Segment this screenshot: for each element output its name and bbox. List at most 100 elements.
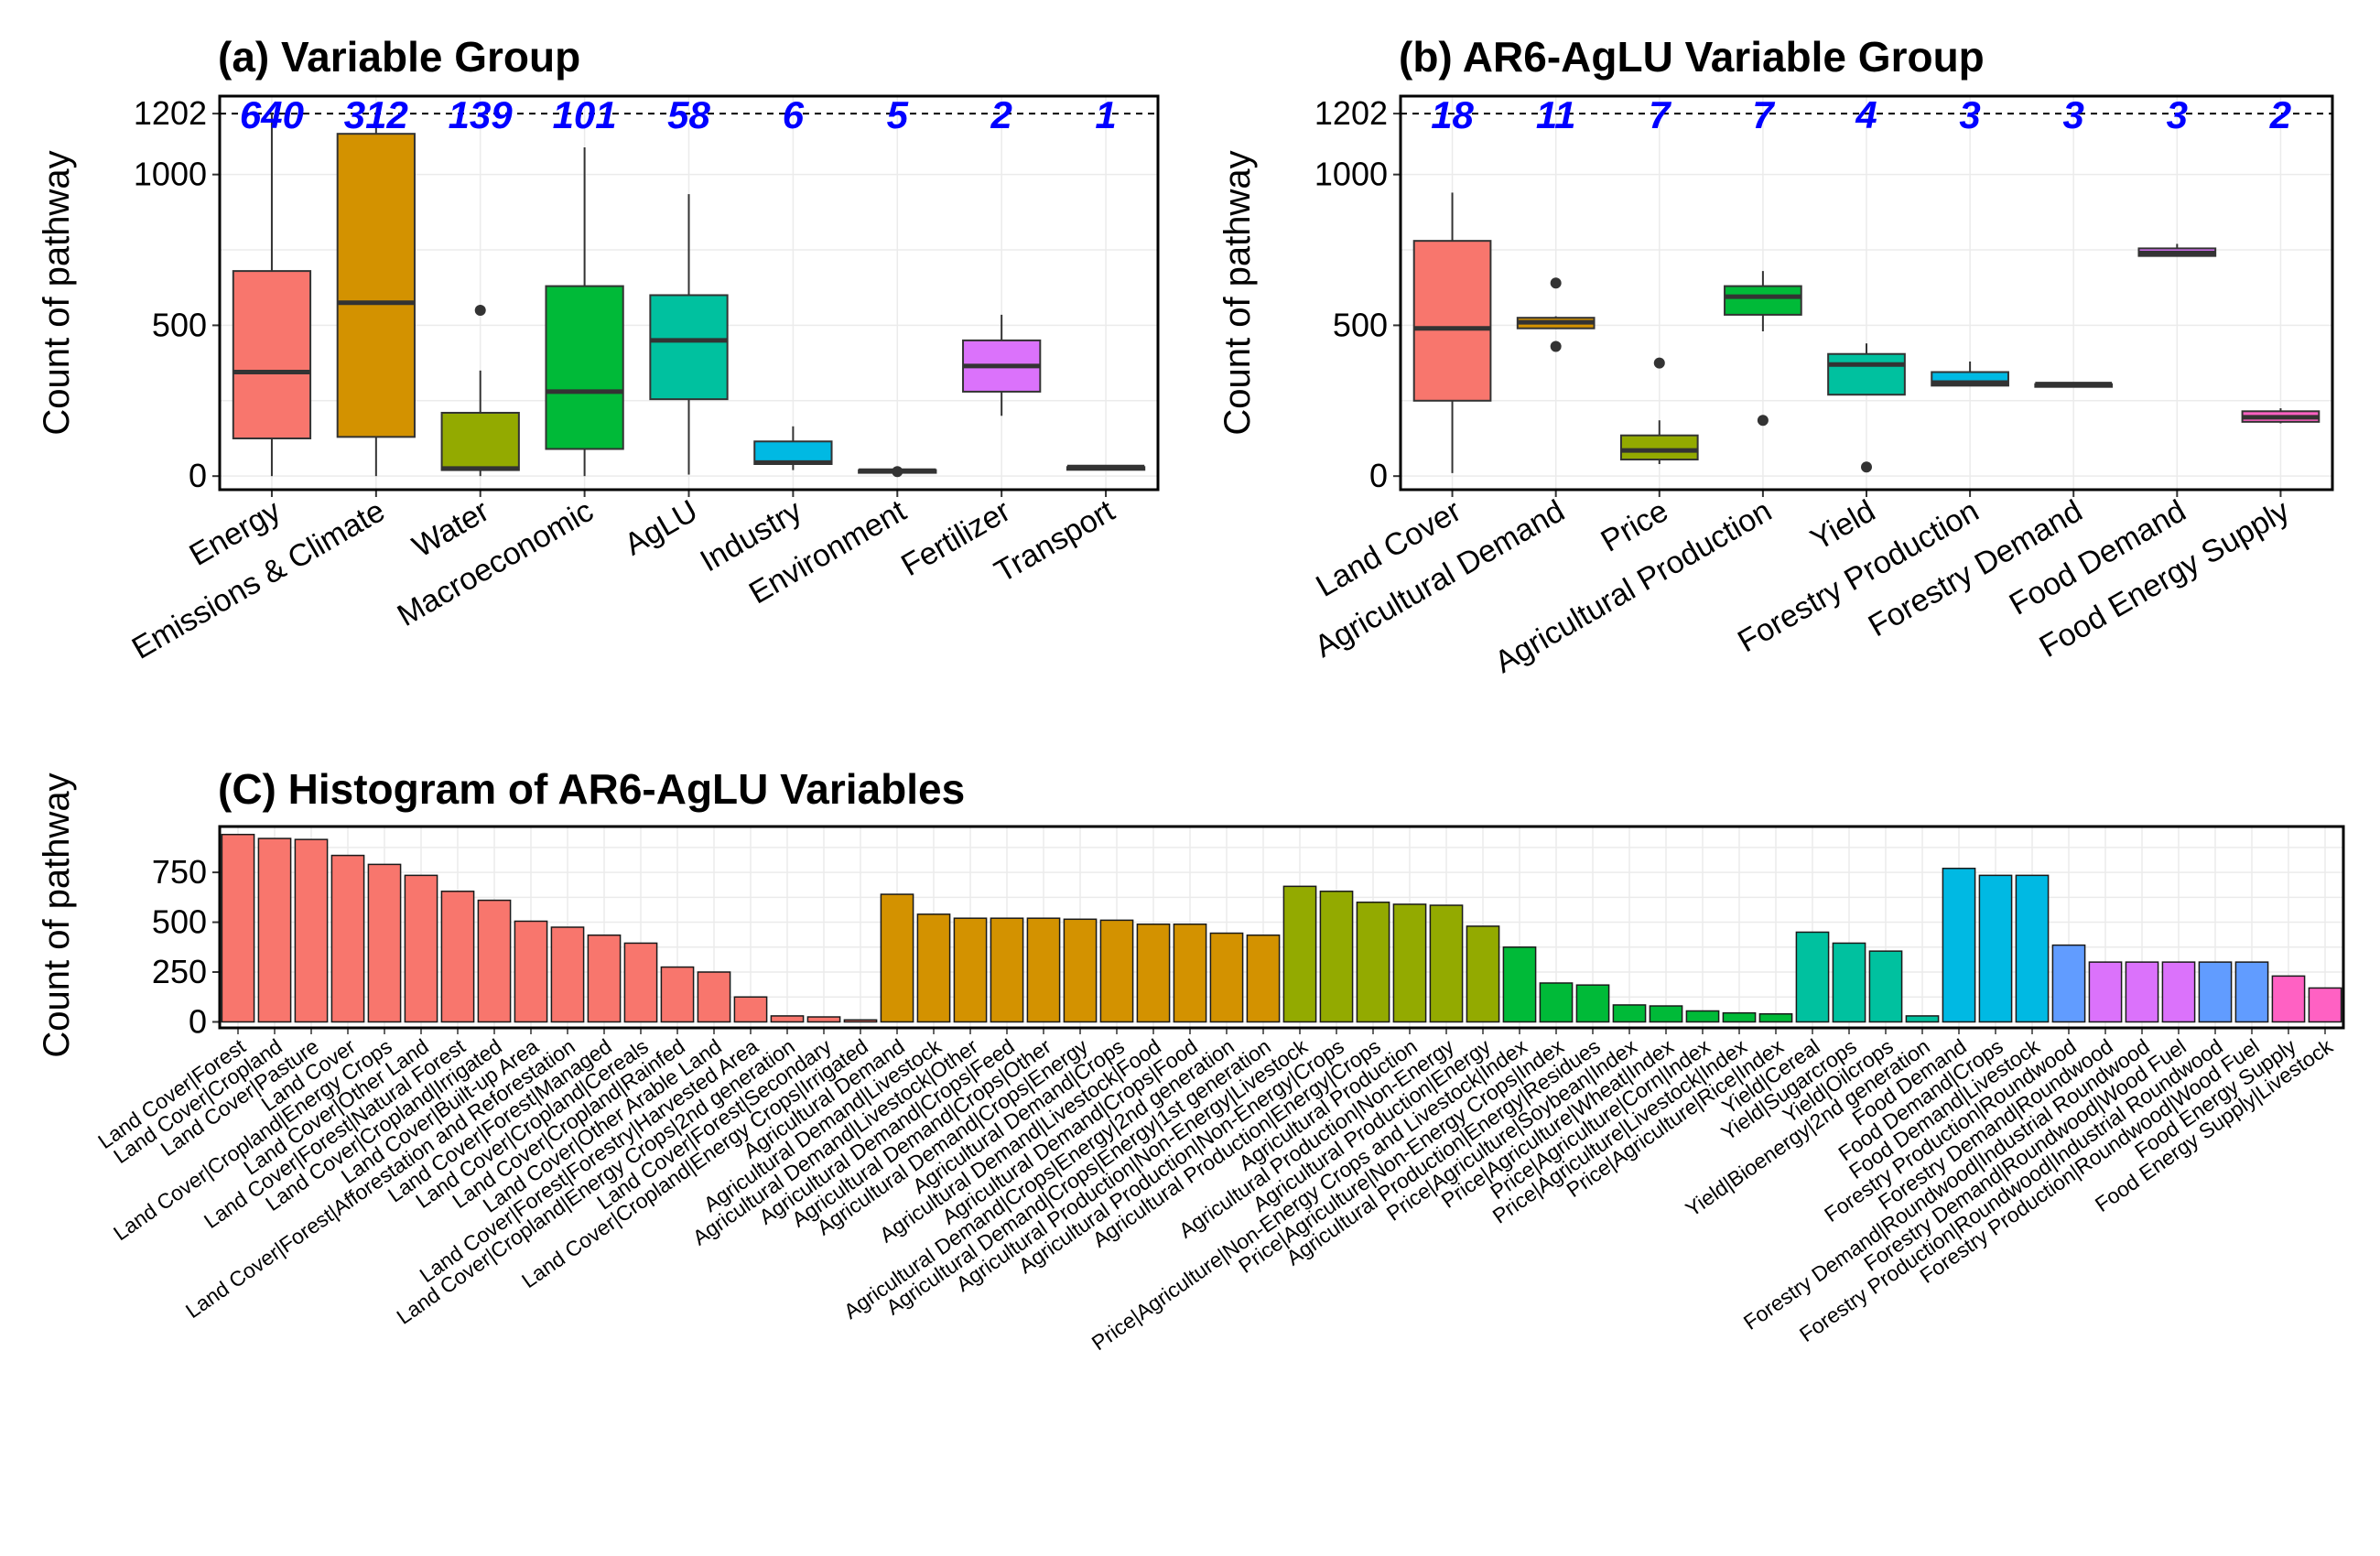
bar-1 (257, 837, 292, 1023)
y-tick-label: 250 (152, 953, 207, 990)
bar-33 (1429, 904, 1464, 1023)
bar-19 (916, 913, 951, 1023)
count-label: 18 (1431, 93, 1474, 136)
box-a-3 (545, 285, 624, 450)
bar-6 (440, 891, 475, 1023)
count-label: 7 (1649, 93, 1671, 136)
box-outlier (1757, 415, 1769, 427)
box-b-4 (1827, 352, 1906, 396)
box-b-3 (1724, 285, 1802, 316)
box-b-0 (1412, 240, 1492, 402)
bar-51 (2088, 961, 2123, 1023)
box-outlier (1550, 340, 1562, 352)
y-tick-label: 500 (152, 306, 207, 343)
panel-border (1399, 94, 2334, 492)
box-outlier (892, 466, 903, 478)
bar-54 (2198, 961, 2233, 1023)
bar-18 (880, 893, 914, 1023)
count-label: 1 (1095, 93, 1116, 136)
y-tick-label: 1202 (1314, 94, 1388, 132)
count-label: 101 (553, 93, 617, 136)
count-label: 2 (2269, 93, 2291, 136)
box-a-0 (232, 270, 312, 439)
count-label: 58 (667, 93, 710, 136)
bar-38 (1612, 1004, 1647, 1023)
bar-8 (514, 920, 548, 1023)
box-outlier (474, 304, 486, 316)
panel-a-ylabel: Count of pathway (37, 150, 77, 435)
y-tick-label: 0 (189, 457, 207, 494)
panel-c-ylabel: Count of pathway (37, 773, 77, 1057)
bar-17 (843, 1019, 878, 1023)
count-label: 2 (990, 93, 1012, 136)
bar-10 (587, 934, 622, 1023)
bar-25 (1136, 923, 1171, 1023)
count-label: 7 (1752, 93, 1775, 136)
y-tick-label: 500 (152, 903, 207, 941)
bar-21 (990, 917, 1024, 1023)
bar-2 (294, 838, 329, 1023)
panel-border (218, 825, 2345, 1030)
panel-border (218, 94, 1160, 492)
bar-13 (697, 971, 731, 1023)
bar-36 (1539, 982, 1574, 1023)
bar-41 (1722, 1011, 1757, 1023)
bar-24 (1099, 919, 1134, 1023)
bar-22 (1026, 917, 1061, 1023)
bar-42 (1758, 1013, 1793, 1023)
bar-12 (660, 966, 695, 1023)
box-a-1 (336, 133, 416, 438)
bar-23 (1063, 918, 1098, 1023)
bar-28 (1246, 934, 1281, 1023)
bar-50 (2051, 944, 2086, 1023)
bar-55 (2234, 961, 2269, 1023)
bar-20 (953, 917, 988, 1023)
panel-b-ylabel: Count of pathway (1217, 150, 1258, 435)
count-label: 312 (344, 93, 408, 136)
bar-14 (733, 996, 768, 1023)
bar-47 (1942, 867, 1976, 1023)
bar-57 (2308, 987, 2342, 1023)
bar-37 (1575, 984, 1610, 1023)
count-label: 3 (2167, 93, 2188, 136)
bar-3 (330, 854, 365, 1023)
count-label: 11 (1536, 93, 1576, 136)
bar-9 (550, 926, 585, 1023)
bar-48 (1978, 874, 2013, 1023)
count-label: 640 (240, 93, 304, 136)
bar-5 (404, 874, 438, 1023)
panel-b-title: (b) AR6-AgLU Variable Group (1399, 33, 1985, 81)
bar-45 (1868, 950, 1903, 1023)
y-tick-label: 0 (1369, 457, 1388, 494)
bar-39 (1649, 1005, 1683, 1023)
bar-53 (2161, 961, 2196, 1023)
count-label: 4 (1855, 93, 1877, 136)
y-tick-label: 750 (152, 853, 207, 891)
bar-11 (623, 942, 658, 1023)
panel-a-title: (a) Variable Group (218, 33, 580, 81)
bar-46 (1905, 1015, 1940, 1023)
box-a-4 (649, 294, 729, 401)
box-outlier (1550, 277, 1562, 289)
bar-40 (1685, 1010, 1720, 1023)
bar-31 (1356, 902, 1390, 1023)
bar-44 (1832, 942, 1866, 1023)
y-tick-label: 1000 (1314, 156, 1388, 193)
bar-34 (1466, 925, 1500, 1023)
bar-32 (1392, 903, 1427, 1023)
y-tick-label: 1202 (134, 94, 207, 132)
count-label: 3 (1959, 93, 1980, 136)
bar-56 (2271, 975, 2306, 1023)
bar-52 (2125, 961, 2159, 1023)
y-tick-label: 500 (1333, 306, 1388, 343)
count-label: 5 (887, 93, 909, 136)
box-b-2 (1619, 434, 1699, 461)
box-outlier (1653, 357, 1665, 369)
bar-27 (1209, 932, 1244, 1023)
bar-16 (806, 1016, 841, 1023)
bar-49 (2015, 874, 2050, 1023)
bar-29 (1282, 885, 1317, 1023)
bar-30 (1319, 891, 1354, 1023)
bar-15 (770, 1015, 805, 1023)
